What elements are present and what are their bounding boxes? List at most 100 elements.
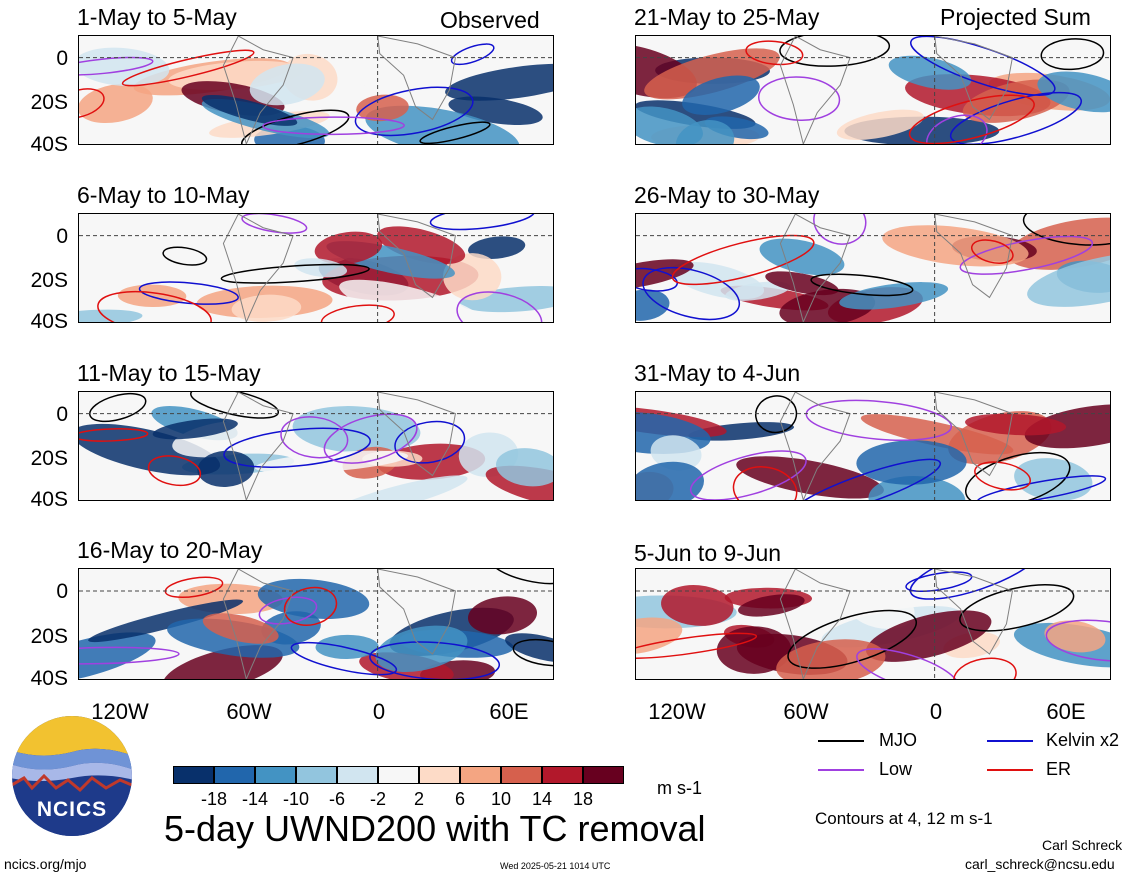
colorbar-label: -6 [328,789,345,809]
kelvin-contour [369,641,501,679]
er-contour [79,428,149,442]
panel-title: 31-May to 4-Jun [634,360,801,386]
kelvin-contour [949,91,1083,144]
lat-label: 20S [30,447,68,470]
coastline [779,214,851,322]
lon-label: 60W [783,699,829,724]
coastline [377,36,456,121]
mjo-contour [1022,214,1110,246]
er-legend-line [987,769,1033,771]
lat-label: 0 [56,580,68,603]
er-contour [164,576,224,599]
colorbar-swatch [378,766,419,784]
er-contour [283,586,338,626]
low-contour [280,416,349,459]
colorbar-swatch [542,766,583,784]
er-contour [745,40,804,66]
main-title: 5-day UWND200 with TC removal [164,808,706,849]
colorbar-label: -10 [282,789,309,809]
mjo-contour [89,392,147,423]
lat-label: 0 [56,225,68,248]
low-legend-label: Low [879,759,913,779]
er-contour [147,455,202,487]
lat-label: 20S [30,91,68,114]
mjo-contour [162,246,208,266]
colorbar-label: 14 [531,789,553,809]
panel-title: 6-May to 10-May [77,182,250,208]
lon-label: 60E [489,699,529,724]
coastline [934,392,1013,477]
anomaly-field [79,578,553,679]
kelvin-contour [290,641,398,676]
coastline [377,569,456,655]
mjo-contour [220,263,370,284]
low-contour [241,214,308,234]
colorbar-label: 2 [413,789,424,809]
er-contour [79,88,105,119]
anomaly-field [79,406,553,500]
mjo-contour [241,109,350,144]
low-contour [258,596,318,625]
colorbar-swatch [255,766,296,784]
panel-corner-label: Observed [440,7,540,33]
low-contour [262,116,405,136]
kelvin-contour [354,86,474,137]
mjo-contour [419,121,491,144]
lat-label: 40S [30,310,68,333]
kelvin-contour [642,266,741,321]
footer-site: ncics.org/mjo [4,856,87,872]
map-panel-6 [635,213,1111,323]
er-contour [320,304,395,322]
low-contour [323,413,418,464]
coastline [934,214,1013,299]
mjo-contour [779,36,891,67]
mjo-contour [964,451,1071,500]
coastline [779,36,851,144]
lat-label: 40S [30,667,68,690]
colorbar-label: 18 [572,789,594,809]
colorbar-swatch [337,766,378,784]
kelvin-contour [429,214,536,231]
er-contour [908,94,1035,144]
lon-label: 60E [1046,699,1086,724]
lat-label: 20S [30,269,68,292]
er-legend-label: ER [1046,759,1072,779]
lat-label: 20S [30,625,68,648]
map-panel-5 [635,35,1111,145]
kelvin-contour [138,281,239,305]
panel-title: 21-May to 25-May [634,4,820,30]
footer-author: Carl Schreck [1042,837,1123,853]
colorbar-swatch [460,766,501,784]
low-contour [813,214,867,245]
colorbar-label: 6 [454,789,465,809]
panel-corner-label: Projected Sum [940,4,1091,30]
lon-label: 120W [91,699,149,724]
coastline [934,569,1013,655]
mjo-contour [754,395,798,434]
coastline [222,214,294,322]
kelvin-contour [636,267,679,292]
map-panel-7 [635,391,1111,501]
footer-email: carl_schreck@ncsu.edu [965,856,1115,872]
map-panel-8 [635,568,1111,680]
low-contour [757,76,841,121]
anomaly-field [636,404,1110,500]
low-contour [79,646,180,665]
anomaly-field [636,217,1110,322]
lat-label: 40S [30,488,68,511]
contours-note: Contours at 4, 12 m s-1 [815,809,993,828]
er-contour [953,657,1017,679]
anomaly-field [636,43,1110,144]
low-contour [959,235,1094,275]
kelvin-contour [790,458,942,500]
kelvin-contour [223,427,371,468]
map-panel-4 [78,568,554,680]
low-contour [926,114,988,144]
low-contour [456,291,543,322]
low-contour [689,450,807,500]
colorbar [173,766,624,784]
colorbar-swatch [583,766,624,784]
lat-label: 40S [30,133,68,156]
mjo-contour [490,569,553,585]
colorbar-swatch [173,766,214,784]
